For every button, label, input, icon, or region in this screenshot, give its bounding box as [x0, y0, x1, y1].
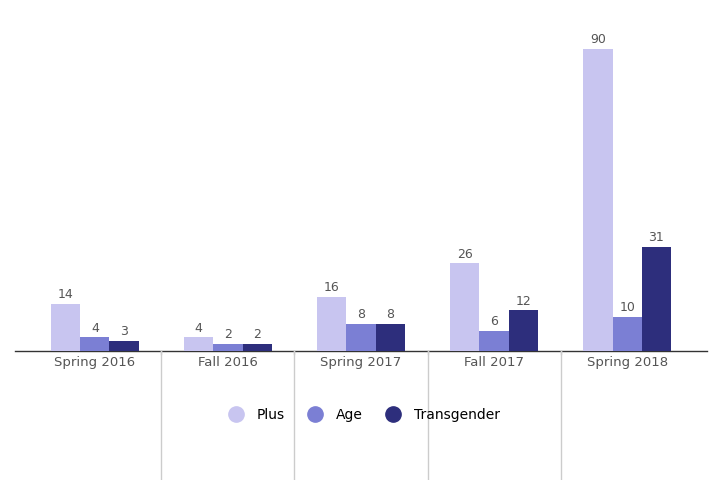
- Bar: [612, 317, 642, 351]
- Text: 8: 8: [386, 308, 394, 321]
- Text: 90: 90: [590, 33, 606, 46]
- Bar: [479, 331, 509, 351]
- Bar: [450, 264, 479, 351]
- Bar: [317, 297, 347, 351]
- Bar: [509, 311, 538, 351]
- Text: 4: 4: [91, 322, 99, 335]
- Bar: [110, 341, 139, 351]
- Bar: [184, 337, 213, 351]
- Text: 2: 2: [253, 328, 261, 341]
- Text: 16: 16: [324, 281, 339, 294]
- Text: 2: 2: [224, 328, 232, 341]
- Bar: [80, 337, 110, 351]
- Legend: Plus, Age, Transgender: Plus, Age, Transgender: [216, 403, 506, 428]
- Text: 8: 8: [357, 308, 365, 321]
- Text: 3: 3: [120, 325, 128, 338]
- Bar: [583, 48, 612, 351]
- Text: 31: 31: [648, 231, 664, 244]
- Text: 14: 14: [58, 288, 74, 301]
- Bar: [243, 344, 272, 351]
- Text: 10: 10: [619, 301, 635, 314]
- Bar: [642, 247, 671, 351]
- Text: 6: 6: [490, 315, 498, 328]
- Text: 12: 12: [516, 295, 531, 308]
- Text: 4: 4: [195, 322, 203, 335]
- Bar: [51, 304, 80, 351]
- Bar: [375, 324, 405, 351]
- Bar: [347, 324, 375, 351]
- Bar: [213, 344, 243, 351]
- Text: 26: 26: [457, 248, 473, 261]
